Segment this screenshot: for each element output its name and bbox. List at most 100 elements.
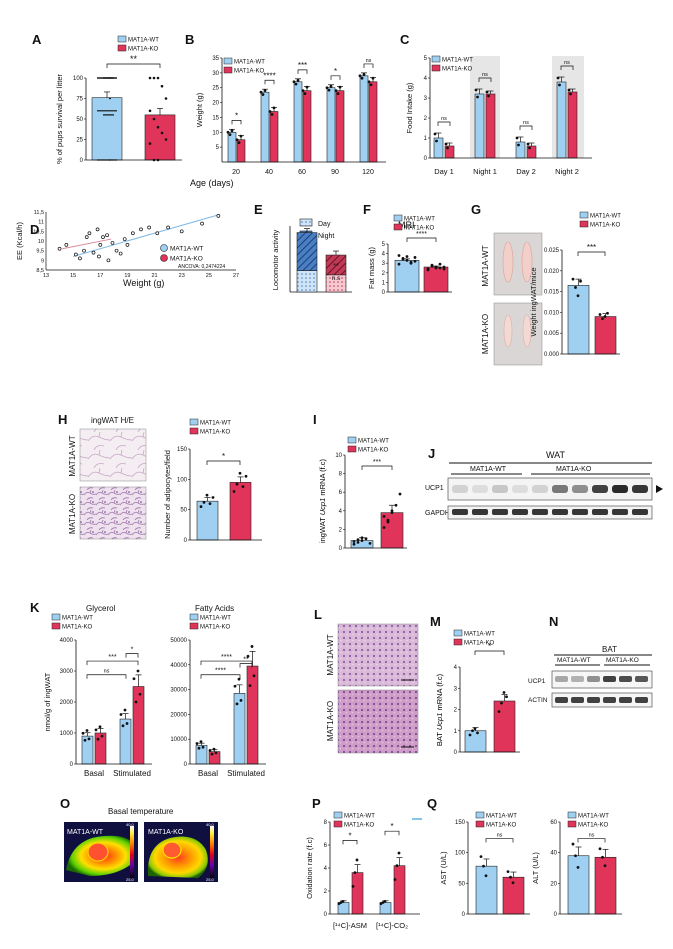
c-sig-bracket xyxy=(560,65,574,70)
e-ylabel: Locomotor activity xyxy=(271,230,280,291)
b-legend-ko-swatch xyxy=(223,66,233,74)
f-ko-point xyxy=(434,265,438,269)
b-ko-bar xyxy=(335,90,345,163)
Q2-wt-point xyxy=(571,842,575,846)
n-western-blot: BAT MAT1A-WT MAT1A-KO UCP1 ACTIN xyxy=(528,645,653,708)
b-sig-bracket xyxy=(231,120,242,125)
c-axes: 0 1 2 3 4 5 Food Intake (g) xyxy=(405,56,592,162)
a-wt-bar xyxy=(91,97,123,161)
Q2-wt-bar xyxy=(567,855,590,915)
h-legend-wt-swatch xyxy=(189,418,199,426)
b-sig-bracket xyxy=(264,79,275,85)
b-ytick-label: 15 xyxy=(212,115,219,121)
p-legend-ko: MAT1A-KO xyxy=(344,823,375,829)
m-wt-bar xyxy=(464,730,487,753)
b-legend-ko: MAT1A-KO xyxy=(234,69,265,75)
j-ucp1-band xyxy=(612,485,628,493)
b-axes: 5 10 15 20 25 30 35 Weight (g) xyxy=(195,56,386,163)
h-wt-point xyxy=(202,500,206,504)
panel-label-p: P xyxy=(312,796,321,811)
p-xtick-label: [¹⁴C]-ASM xyxy=(333,921,367,930)
m-wt-point xyxy=(476,731,479,735)
K1-wt-point xyxy=(83,738,87,742)
p-ko-bar xyxy=(393,865,406,915)
j-title: WAT xyxy=(546,450,565,460)
Q2-wt-point xyxy=(574,854,577,858)
b-wt-point xyxy=(292,80,296,84)
c-legend-wt-swatch xyxy=(431,55,441,63)
m-legend-wt-swatch xyxy=(453,629,463,637)
b-wt-point xyxy=(230,129,234,133)
n-grp-ko: MAT1A-KO xyxy=(606,657,639,664)
b-wt-bar xyxy=(293,81,303,163)
panel-g: MAT1A-WT MAT1A-KO *** xyxy=(567,211,621,355)
h-legend-wt: MAT1A-WT xyxy=(200,421,231,427)
p-ko-point xyxy=(393,878,397,881)
d-point xyxy=(105,233,109,238)
p-sig-label: * xyxy=(390,822,393,831)
i-ko-bar xyxy=(380,512,404,549)
a-legend-wt-swatch xyxy=(117,35,127,43)
j-row2: GAPDH xyxy=(425,510,450,517)
q1-ylabel: AST (U/L) xyxy=(439,851,448,885)
d-point xyxy=(122,237,127,241)
k1-sig-bracket xyxy=(86,674,127,679)
g-legend-wt: MAT1A-WT xyxy=(590,214,621,220)
c-wt-point xyxy=(556,76,560,80)
b-wt-point xyxy=(226,130,230,134)
i-axes: 0 2 4 6 8 10 xyxy=(335,453,407,552)
g-ytick-label: 0.025 xyxy=(544,248,560,254)
i-ko-point xyxy=(382,526,386,529)
panel-label-l: L xyxy=(314,607,322,622)
b-ko-point xyxy=(237,141,241,145)
e-legend-day-swatch xyxy=(299,218,313,227)
d-fit-ko xyxy=(62,238,112,250)
c-wt-point xyxy=(517,143,520,147)
d-point xyxy=(74,252,78,257)
g-axes: 0.000 0.005 0.010 0.015 0.020 0.025 Weight ing… xyxy=(529,248,620,358)
panel-label-m: M xyxy=(430,614,441,629)
c-wt-point xyxy=(515,136,519,140)
f-legend-ko: MAT1A-KO xyxy=(404,226,435,232)
p-ko-point xyxy=(353,871,357,874)
k2-ytick-label: 40000 xyxy=(170,663,187,669)
b-xtick-label: 20 xyxy=(232,169,240,176)
g-legend-ko: MAT1A-KO xyxy=(590,223,621,229)
d-legend-ko: MAT1A-KO xyxy=(170,256,203,263)
K1-ko-point xyxy=(98,725,102,729)
f-wt-point xyxy=(401,257,405,261)
f-sig-label: **** xyxy=(416,231,427,238)
g-ylabel: Weight ingWAT/mice xyxy=(529,267,538,336)
j-ucp1-strip xyxy=(447,477,653,501)
q1-sig-label: ns xyxy=(497,833,503,839)
panel-label-b: B xyxy=(185,32,194,47)
f-legend-ko-swatch xyxy=(393,223,403,231)
g-fatpad-wt-1 xyxy=(502,241,514,283)
l-image-ko xyxy=(337,689,419,754)
f-ytick-label: 5 xyxy=(382,242,386,248)
d-xtick-label: 13 xyxy=(43,273,49,279)
n-actin-band xyxy=(619,697,632,703)
b-ko-point xyxy=(338,85,342,89)
K2-ko-point xyxy=(212,747,216,751)
d-xlabel: Weight (g) xyxy=(123,278,164,288)
c-ko-point xyxy=(569,92,572,96)
K1-ko-point xyxy=(100,734,104,738)
d-xtick-label: 17 xyxy=(97,273,103,279)
b-ytick-label: 5 xyxy=(216,145,220,151)
K2-wt-point xyxy=(233,684,237,688)
panel-f: MAT1A-WT MAT1A-KO**** xyxy=(393,214,449,293)
f-ko-point xyxy=(442,267,446,271)
d-fit-wt xyxy=(73,214,219,257)
h-ytick-label: 150 xyxy=(177,447,188,453)
n-actin-band xyxy=(635,697,648,703)
i-ylabel-part: mRNA (f.c) xyxy=(318,458,327,497)
k2-legend-ko: MAT1A-KO xyxy=(200,625,231,631)
k2-sig-bracket xyxy=(200,660,253,666)
c-ylabel: Food Intake (g) xyxy=(405,82,414,133)
K1-ko-point xyxy=(96,737,100,741)
a-ko-bar xyxy=(144,114,176,161)
a-axes: 0 25 50 75 100 % of pups survival per litter xyxy=(55,73,182,164)
q2-axes: 0 20 40 60 ALT (U/L) xyxy=(531,820,622,918)
